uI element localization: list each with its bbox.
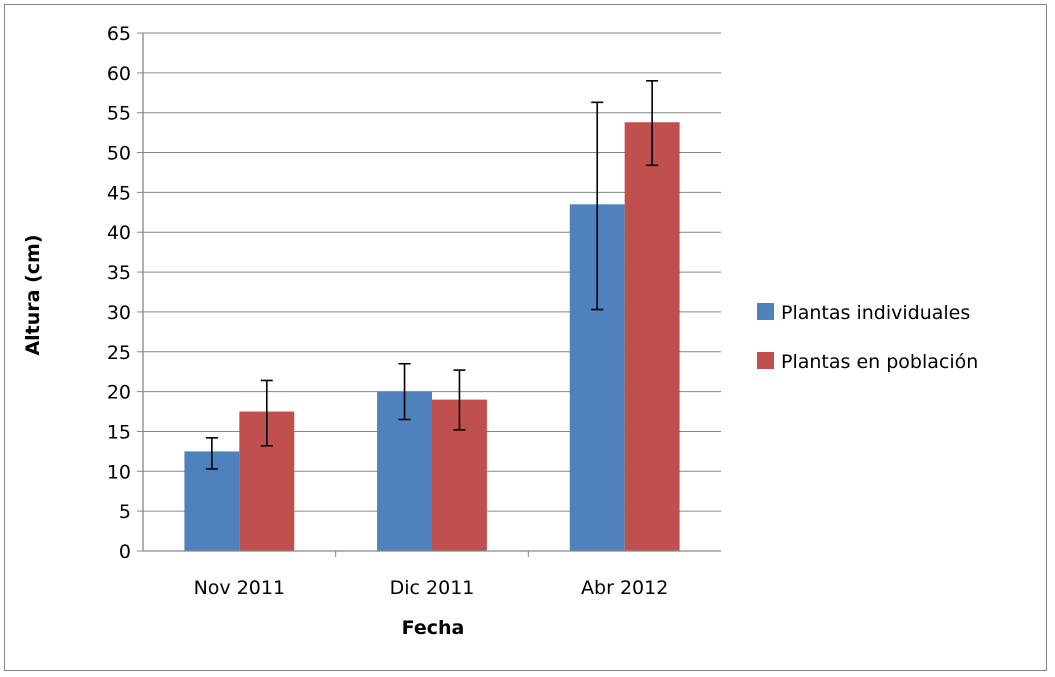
x-tick-labels: Nov 2011 Dic 2011 Abr 2012 (194, 577, 669, 599)
y-tick-label: 60 (107, 63, 131, 85)
legend-label: Plantas individuales (781, 302, 970, 324)
y-tick-label: 55 (107, 103, 131, 125)
y-tick-label: 0 (119, 541, 131, 563)
bar (624, 122, 680, 552)
bars (184, 122, 680, 552)
bar-chart: 0 5 10 15 20 25 30 35 40 45 50 55 60 65 Nov 2011 Dic 2… (22, 23, 978, 639)
x-tick-label: Nov 2011 (194, 577, 285, 599)
legend-swatch (757, 352, 774, 369)
axes (137, 32, 721, 557)
chart-frame: 0 5 10 15 20 25 30 35 40 45 50 55 60 65 Nov 2011 Dic 2… (4, 4, 1047, 671)
legend-swatch (757, 303, 774, 320)
y-tick-labels: 0 5 10 15 20 25 30 35 40 45 50 55 60 65 (107, 23, 131, 563)
y-tick-label: 10 (107, 461, 131, 483)
y-tick-label: 15 (107, 421, 131, 443)
y-tick-label: 40 (107, 222, 131, 244)
x-tick-label: Dic 2011 (390, 577, 475, 599)
y-tick-label: 25 (107, 342, 131, 364)
error-bars (205, 80, 659, 470)
y-tick-label: 65 (107, 23, 131, 45)
y-tick-label: 20 (107, 382, 131, 404)
y-tick-label: 30 (107, 302, 131, 324)
x-axis-label: Fecha (402, 617, 465, 639)
y-axis-label: Altura (cm) (22, 234, 44, 355)
x-tick-label: Abr 2012 (581, 577, 668, 599)
y-tick-label: 45 (107, 182, 131, 204)
legend: Plantas individuales Plantas en población (757, 302, 978, 373)
y-tick-label: 35 (107, 262, 131, 284)
y-tick-label: 50 (107, 143, 131, 165)
legend-label: Plantas en población (781, 351, 978, 373)
y-tick-label: 5 (119, 501, 131, 523)
